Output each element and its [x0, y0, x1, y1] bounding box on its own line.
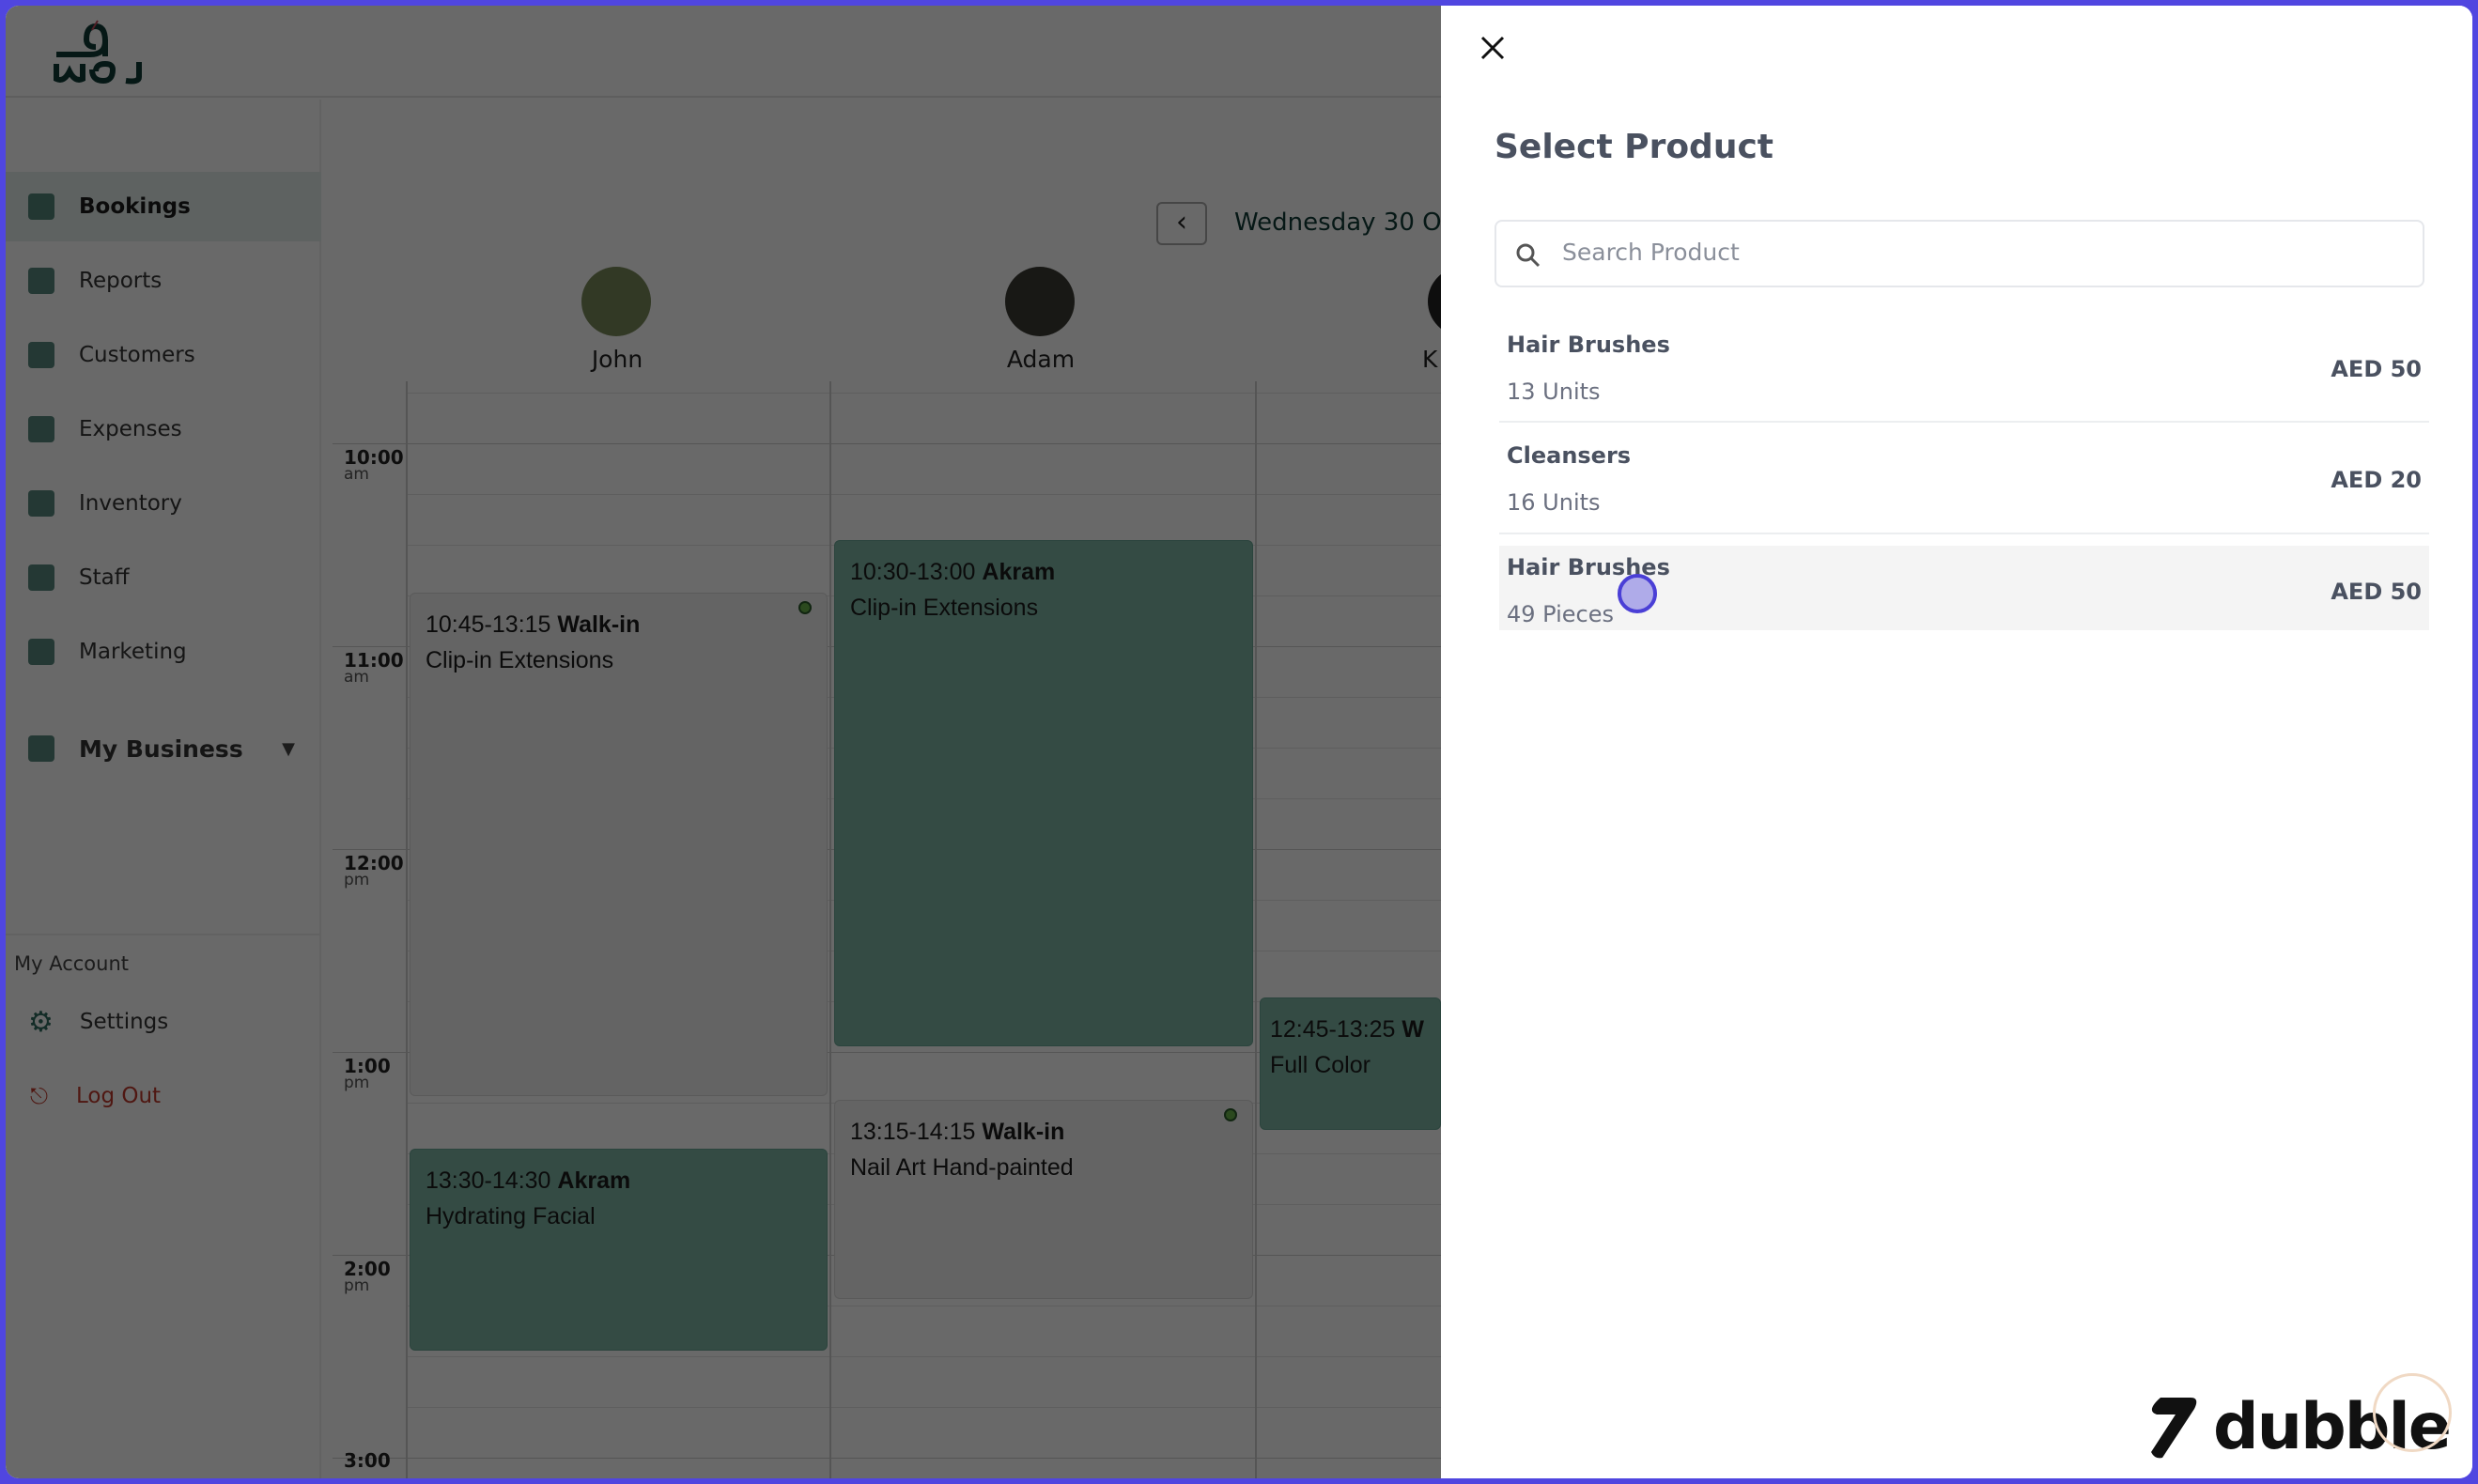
column-divider: [1255, 381, 1257, 1478]
prev-day-button[interactable]: ‹: [1156, 202, 1207, 245]
product-item[interactable]: Hair Brushes 49 Pieces AED 50: [1499, 554, 2429, 648]
chevron-down-icon: ▼: [282, 738, 295, 759]
product-quantity: 49 Pieces: [1507, 601, 1615, 627]
staff-name: Adam: [1006, 346, 1076, 373]
product-price: AED 50: [2331, 579, 2422, 605]
users-icon: [28, 342, 54, 368]
avatar-adam[interactable]: [1005, 267, 1075, 336]
avatar-john[interactable]: [581, 267, 651, 336]
sidebar-item-marketing[interactable]: Marketing: [6, 617, 321, 687]
booking-event[interactable]: 10:30-13:00 Akram Clip-in Extensions: [834, 540, 1253, 1046]
quarter-line: [406, 1356, 1441, 1357]
product-name: Hair Brushes: [1507, 332, 1670, 358]
column-divider: [406, 381, 408, 1478]
close-icon[interactable]: [1479, 34, 1507, 62]
hour-line: [333, 443, 1441, 444]
logout-link[interactable]: ⎋ Log Out: [6, 1061, 321, 1131]
bar-chart-icon: [28, 268, 54, 294]
column-divider: [829, 381, 831, 1478]
staff-icon: [28, 564, 54, 591]
logout-icon: ⎋: [30, 1083, 48, 1109]
nav-label: Inventory: [79, 491, 182, 516]
search-icon: [1516, 243, 1541, 268]
sidebar-item-staff[interactable]: Staff: [6, 543, 321, 612]
panel-title: Select Product: [1495, 128, 1773, 166]
product-quantity: 13 Units: [1507, 379, 1601, 405]
sidebar: Bookings Reports Customers Expenses Inve…: [6, 100, 321, 1478]
sidebar-item-reports[interactable]: Reports: [6, 246, 321, 316]
boxes-icon: [28, 490, 54, 517]
store-icon: [28, 735, 54, 762]
booking-event[interactable]: 12:45-13:25 W Full Color: [1260, 997, 1441, 1130]
nav-label: My Business: [79, 734, 243, 763]
hour-line: [333, 1052, 1441, 1053]
sidebar-item-customers[interactable]: Customers: [6, 320, 321, 390]
booking-event[interactable]: 10:45-13:15 Walk-in Clip-in Extensions: [410, 593, 828, 1096]
booking-event[interactable]: 13:30-14:30 Akram Hydrating Facial: [410, 1149, 828, 1351]
time-label: 3:00: [344, 1449, 391, 1472]
time-label: 10:00 am: [344, 446, 404, 484]
top-header: [6, 6, 1441, 98]
sidebar-item-inventory[interactable]: Inventory: [6, 469, 321, 538]
megaphone-icon: [28, 639, 54, 665]
status-dot: [1224, 1108, 1237, 1121]
dubble-logo-icon: [2151, 1397, 2197, 1458]
nav-label: Settings: [79, 1010, 169, 1034]
status-dot: [798, 601, 812, 614]
sidebar-item-bookings[interactable]: Bookings: [6, 172, 321, 241]
time-label: 11:00 am: [344, 649, 404, 687]
current-date[interactable]: Wednesday 30 O: [1234, 209, 1441, 237]
select-product-panel: Select Product Search Product Hair Brush…: [1441, 6, 2472, 1478]
divider: [1499, 421, 2429, 423]
booking-event[interactable]: 13:15-14:15 Walk-in Nail Art Hand-painted: [834, 1100, 1253, 1299]
sidebar-item-my-business[interactable]: My Business ▼: [6, 714, 321, 783]
product-item[interactable]: Cleansers 16 Units AED 20: [1499, 442, 2429, 536]
nav-label: Marketing: [79, 640, 187, 664]
nav-label: Staff: [79, 565, 130, 590]
gear-icon: ⚙: [28, 1005, 54, 1039]
quarter-line: [406, 494, 1441, 495]
product-price: AED 20: [2331, 467, 2422, 493]
product-name: Cleansers: [1507, 442, 1632, 469]
time-label: 2:00 pm: [344, 1258, 391, 1295]
calendar-check-icon: [28, 193, 54, 220]
sidebar-item-expenses[interactable]: Expenses: [6, 394, 321, 464]
nav-label: Bookings: [79, 194, 191, 219]
search-placeholder: Search Product: [1562, 239, 1740, 266]
nav-label: Customers: [79, 343, 195, 367]
cursor-indicator: [1618, 574, 1657, 613]
time-label: 1:00 pm: [344, 1055, 391, 1092]
waj-logo: [54, 20, 142, 85]
nav-label: Expenses: [79, 417, 182, 441]
product-price: AED 50: [2331, 356, 2422, 382]
divider: [1499, 533, 2429, 534]
settings-link[interactable]: ⚙ Settings: [6, 987, 321, 1057]
nav-label: Log Out: [75, 1084, 162, 1108]
search-product-input[interactable]: Search Product: [1495, 220, 2424, 287]
staff-name: K: [1422, 346, 1438, 373]
quarter-line: [406, 393, 1441, 394]
receipt-icon: [28, 416, 54, 442]
nav-label: Reports: [79, 269, 163, 293]
chat-bubble-button[interactable]: [2373, 1373, 2452, 1452]
product-item[interactable]: Hair Brushes 13 Units AED 50: [1499, 332, 2429, 425]
time-label: 12:00 pm: [344, 852, 404, 889]
account-heading: My Account: [14, 952, 130, 975]
divider: [6, 934, 321, 935]
staff-name: John: [591, 346, 643, 373]
hour-line: [333, 1458, 1441, 1459]
quarter-line: [406, 1407, 1441, 1408]
product-quantity: 16 Units: [1507, 489, 1601, 516]
avatar-third[interactable]: [1428, 267, 1441, 336]
modal-backdrop[interactable]: Bookings Reports Customers Expenses Inve…: [6, 6, 1441, 1478]
